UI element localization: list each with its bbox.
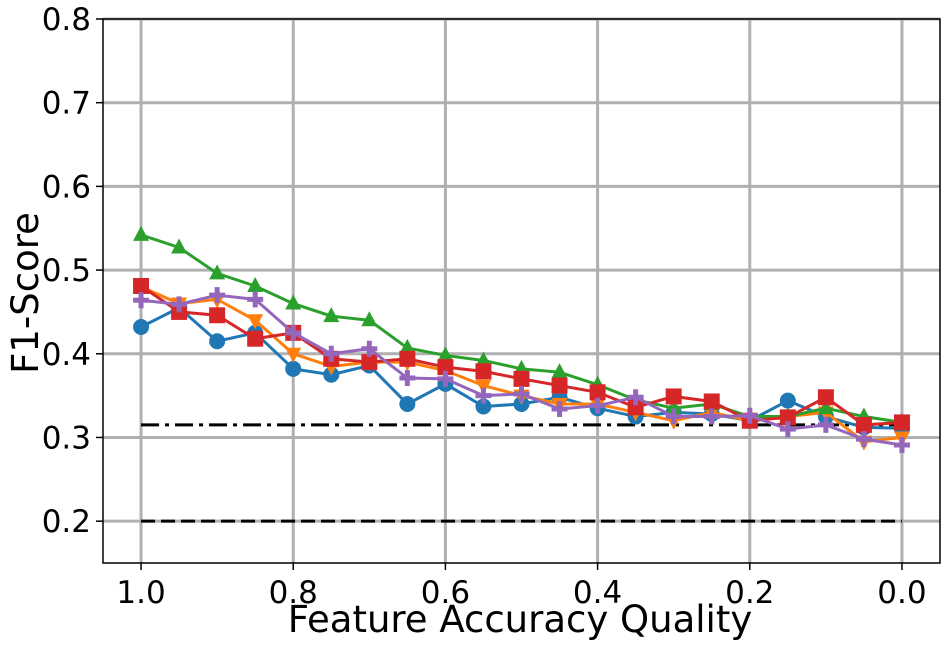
point bbox=[133, 225, 150, 241]
x-tick-label: 0.0 bbox=[877, 575, 926, 611]
point bbox=[133, 318, 150, 335]
point bbox=[437, 346, 454, 362]
point bbox=[475, 398, 492, 415]
point bbox=[779, 409, 796, 426]
point bbox=[361, 311, 378, 327]
point bbox=[285, 347, 302, 363]
x-tick-label: 1.0 bbox=[116, 575, 165, 611]
point bbox=[171, 238, 188, 254]
x-tick-label: 0.6 bbox=[421, 575, 470, 611]
point bbox=[703, 408, 720, 425]
point bbox=[817, 416, 834, 433]
point bbox=[247, 276, 264, 292]
point bbox=[209, 264, 226, 280]
point bbox=[399, 370, 416, 387]
point bbox=[627, 399, 644, 416]
point bbox=[437, 359, 454, 376]
point bbox=[513, 385, 530, 402]
y-tick-label: 0.5 bbox=[42, 253, 91, 289]
point bbox=[399, 350, 416, 367]
point bbox=[475, 351, 492, 367]
point bbox=[209, 333, 226, 350]
point bbox=[817, 389, 834, 406]
point bbox=[247, 330, 264, 347]
y-tick-label: 0.7 bbox=[42, 86, 91, 122]
point bbox=[779, 421, 796, 438]
point bbox=[551, 401, 568, 418]
y-tick-label: 0.2 bbox=[42, 504, 91, 540]
point bbox=[855, 416, 872, 433]
point bbox=[817, 399, 834, 415]
point bbox=[513, 370, 530, 387]
point bbox=[133, 277, 150, 294]
x-tick-label: 0.4 bbox=[573, 575, 622, 611]
point bbox=[437, 370, 454, 387]
point bbox=[551, 377, 568, 394]
point bbox=[627, 389, 644, 406]
point bbox=[285, 294, 302, 310]
point bbox=[247, 291, 264, 308]
point bbox=[361, 354, 378, 371]
point bbox=[323, 345, 340, 362]
point bbox=[551, 363, 568, 379]
point bbox=[665, 388, 682, 405]
point bbox=[399, 338, 416, 354]
y-tick-label: 0.8 bbox=[42, 2, 91, 38]
point bbox=[285, 324, 302, 341]
point bbox=[247, 314, 264, 330]
y-tick-label: 0.4 bbox=[42, 337, 91, 373]
point bbox=[133, 292, 150, 309]
y-tick-label: 0.6 bbox=[42, 169, 91, 205]
point bbox=[209, 307, 226, 324]
point bbox=[703, 393, 720, 410]
x-tick-label: 0.2 bbox=[725, 575, 774, 611]
point bbox=[665, 408, 682, 425]
x-tick-label: 0.8 bbox=[269, 575, 318, 611]
point bbox=[589, 397, 606, 414]
point bbox=[475, 387, 492, 404]
point bbox=[475, 363, 492, 380]
x-axis-label: Feature Accuracy Quality bbox=[288, 598, 752, 641]
point bbox=[893, 436, 910, 453]
point bbox=[361, 340, 378, 357]
point bbox=[893, 414, 910, 431]
y-axis-label: F1-Score bbox=[4, 212, 47, 374]
point bbox=[779, 392, 796, 409]
point bbox=[399, 395, 416, 412]
point bbox=[323, 307, 340, 323]
point bbox=[665, 399, 682, 415]
point bbox=[285, 360, 302, 377]
point bbox=[475, 379, 492, 395]
point bbox=[741, 407, 758, 424]
plot-frame bbox=[102, 18, 941, 564]
point bbox=[855, 431, 872, 448]
point bbox=[171, 296, 188, 313]
point bbox=[209, 287, 226, 304]
point bbox=[589, 384, 606, 401]
y-tick-label: 0.3 bbox=[42, 420, 91, 456]
